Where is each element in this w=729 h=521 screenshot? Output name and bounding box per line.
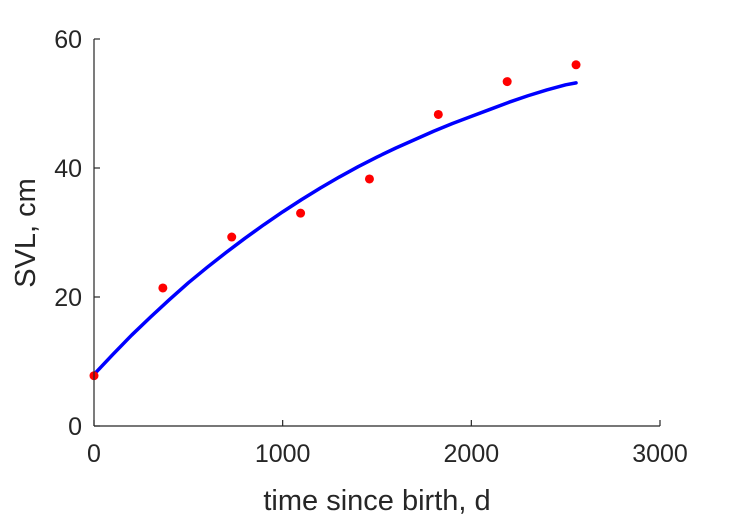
y-tick-label: 20 <box>54 284 82 312</box>
x-tick-label: 1000 <box>255 440 311 468</box>
y-axis-label: SVL, cm <box>10 178 42 288</box>
x-tick-label: 3000 <box>632 440 688 468</box>
data-point <box>296 208 306 218</box>
x-tick-label: 2000 <box>444 440 500 468</box>
y-axis: 0 20 40 60 <box>54 26 100 441</box>
y-tick-label: 0 <box>68 413 82 441</box>
fit-curve <box>92 81 578 377</box>
x-tick-label: 0 <box>87 440 101 468</box>
y-tick-label: 60 <box>54 26 82 54</box>
data-point <box>227 232 237 242</box>
plot-area <box>89 60 581 381</box>
x-axis-label: time since birth, d <box>263 485 490 517</box>
data-point <box>571 60 581 70</box>
data-point <box>158 283 168 293</box>
data-point <box>433 109 443 119</box>
y-tick-label: 40 <box>54 155 82 183</box>
data-point <box>502 77 512 87</box>
data-point <box>364 174 374 184</box>
x-axis: 0 1000 2000 3000 <box>87 420 688 468</box>
